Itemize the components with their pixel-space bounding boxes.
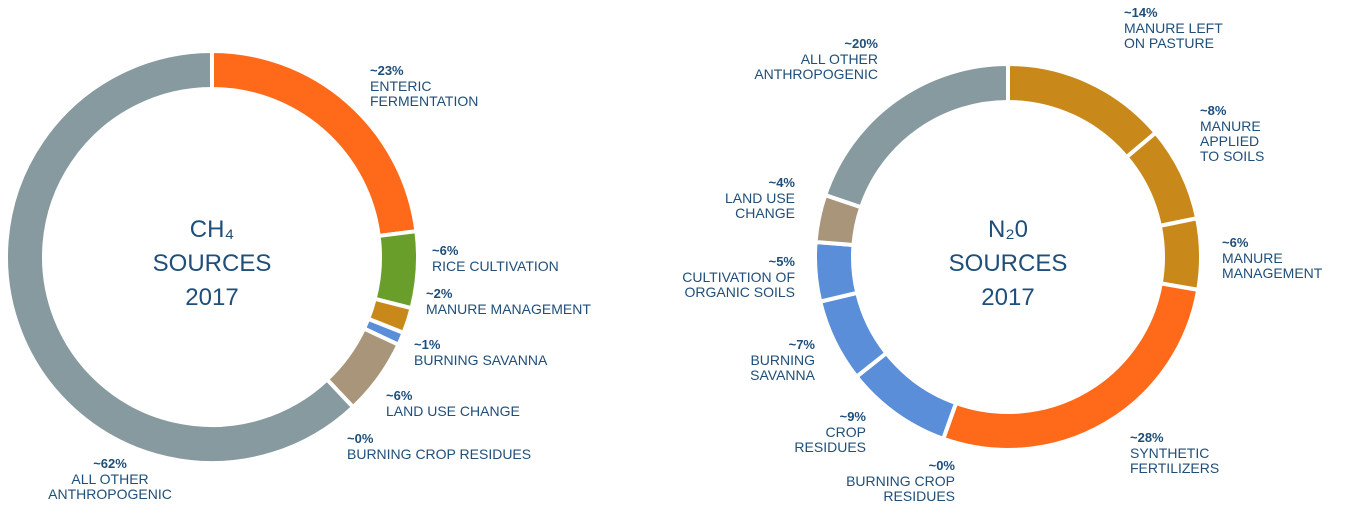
category-label: MANURE APPLIED TO SOILS xyxy=(1200,118,1264,164)
value-label: ~20% xyxy=(844,36,878,51)
donut-segment xyxy=(813,239,860,305)
value-label: ~6% xyxy=(386,388,413,403)
category-label: CROP RESIDUES xyxy=(794,424,866,455)
category-label: LAND USE CHANGE xyxy=(725,190,795,221)
category-label: BURNING CROP RESIDUES xyxy=(846,473,955,504)
value-label: ~7% xyxy=(789,337,816,352)
category-label: BURNING SAVANNA xyxy=(750,352,815,383)
category-label: RICE CULTIVATION xyxy=(432,258,559,274)
value-label: ~8% xyxy=(1200,103,1227,118)
donut-segment xyxy=(1157,215,1203,293)
value-label: ~4% xyxy=(769,175,796,190)
donut-segment xyxy=(1123,129,1200,229)
value-label: ~6% xyxy=(432,243,459,258)
category-label: ALL OTHER ANTHROPOGENIC xyxy=(754,51,878,82)
category-label: SYNTHETIC FERTILIZERS xyxy=(1130,445,1219,476)
value-label: ~0% xyxy=(347,431,374,446)
value-label: ~23% xyxy=(370,63,404,78)
category-label: LAND USE CHANGE xyxy=(386,403,520,419)
value-label: ~62% xyxy=(93,456,127,471)
donut-segment xyxy=(822,61,1010,210)
value-label: ~28% xyxy=(1130,430,1164,445)
category-label: MANURE MANAGEMENT xyxy=(1222,250,1323,281)
category-label: MANURE LEFT ON PASTURE xyxy=(1124,20,1223,51)
category-label: BURNING SAVANNA xyxy=(414,352,548,368)
value-label: ~14% xyxy=(1124,5,1158,20)
donut-segment xyxy=(1006,61,1159,160)
category-label: CULTIVATION OF ORGANIC SOILS xyxy=(682,269,795,300)
value-label: ~2% xyxy=(426,286,453,301)
category-label: BURNING CROP RESIDUES xyxy=(347,446,531,462)
value-label: ~6% xyxy=(1222,235,1249,250)
value-label: ~5% xyxy=(769,254,796,269)
value-label: ~1% xyxy=(414,337,441,352)
chart-title: CH₄ SOURCES 2017 xyxy=(153,216,272,311)
chart-title: N₂0 SOURCES 2017 xyxy=(949,216,1068,311)
donut-segment xyxy=(372,228,420,311)
category-label: ALL OTHER ANTHROPOGENIC xyxy=(48,471,172,502)
category-label: ENTERIC FERMENTATION xyxy=(370,78,478,109)
value-label: ~9% xyxy=(840,409,867,424)
donut-segment xyxy=(4,48,356,465)
category-label: MANURE MANAGEMENT xyxy=(426,301,591,317)
value-label: ~0% xyxy=(929,458,956,473)
